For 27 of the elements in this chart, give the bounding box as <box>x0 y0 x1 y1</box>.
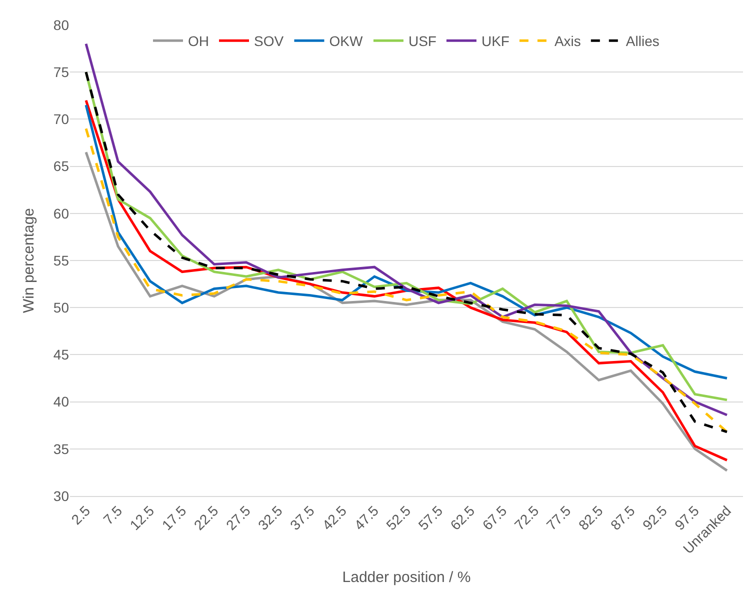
y-tick-label: 70 <box>53 111 70 128</box>
y-tick-label: 40 <box>53 394 70 410</box>
legend-label: USF <box>408 33 436 50</box>
y-tick-label: 75 <box>53 64 70 80</box>
y-tick-label: 45 <box>53 346 70 363</box>
y-tick-label: 35 <box>53 440 70 457</box>
line-series <box>84 127 728 434</box>
x-tick-label: 72.5 <box>511 502 542 534</box>
x-tick-label: 2.5 <box>68 502 94 528</box>
x-tick-label: 77.5 <box>543 502 574 534</box>
y-tick-label: 55 <box>53 252 70 268</box>
legend-label: OKW <box>329 33 364 50</box>
legend-label: Axis <box>554 33 581 50</box>
y-tick-label: 60 <box>53 205 70 222</box>
x-tick-label: 67.5 <box>479 502 510 534</box>
x-axis-title: Ladder position / % <box>342 568 471 586</box>
legend-label: UKF <box>481 33 510 50</box>
y-tick-label: 65 <box>53 158 70 174</box>
legend-label: Allies <box>626 33 660 50</box>
legend-label: OH <box>188 33 209 50</box>
y-axis-title: Win percentage <box>20 208 38 314</box>
y-tick-label: 80 <box>53 16 70 33</box>
y-tick-label: 50 <box>53 300 70 316</box>
line-series <box>84 104 728 380</box>
y-tick-label: 30 <box>53 488 70 504</box>
x-tick-label: 7.5 <box>100 502 126 528</box>
legend-label: SOV <box>254 33 284 50</box>
